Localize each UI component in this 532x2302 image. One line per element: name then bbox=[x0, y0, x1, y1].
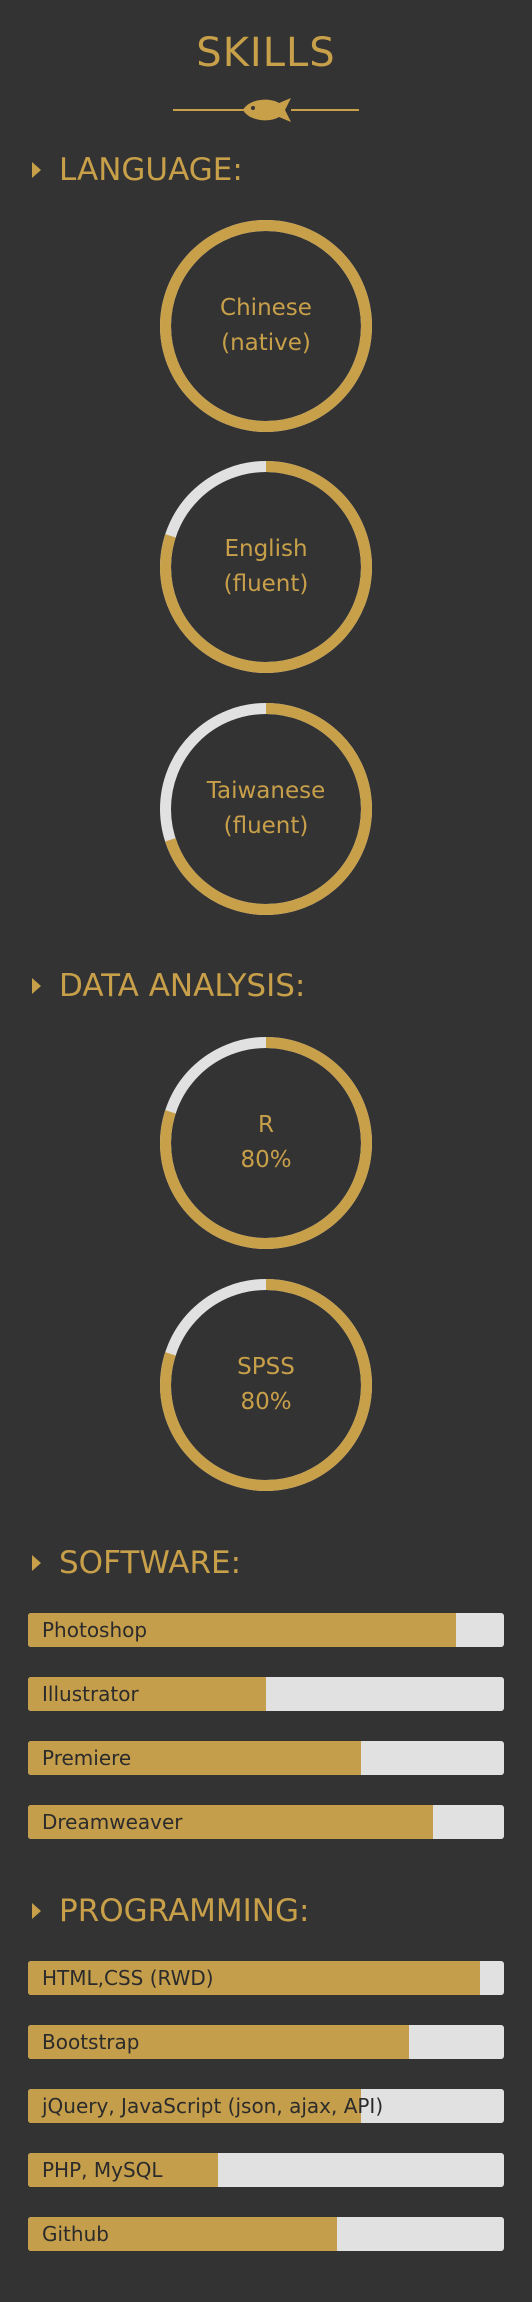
skill-bar-fill bbox=[28, 2217, 338, 2251]
skill-bar-html-css: HTML,CSS (RWD) bbox=[28, 1961, 504, 1995]
caret-right-icon bbox=[32, 162, 41, 178]
progress-ring-fill bbox=[160, 1037, 372, 1249]
skill-bar-fill bbox=[28, 2025, 409, 2059]
skill-bar-label: PHP, MySQL bbox=[42, 2158, 163, 2182]
skill-bar-jquery-javascript: jQuery, JavaScript (json, ajax, API) bbox=[28, 2089, 504, 2123]
skill-bar-fill bbox=[28, 1677, 266, 1711]
progress-ring-fill bbox=[160, 1279, 372, 1491]
section-heading-software-label: SOFTWARE: bbox=[59, 1545, 242, 1581]
section-heading-data-analysis: DATA ANALYSIS: bbox=[30, 966, 305, 1006]
skill-ring-label: Chinese bbox=[220, 295, 312, 321]
skill-ring-label: Taiwanese bbox=[206, 778, 326, 804]
skill-bar-illustrator: Illustrator bbox=[28, 1677, 504, 1711]
skill-bar-label: Illustrator bbox=[42, 1682, 139, 1706]
skill-bar-label: Premiere bbox=[42, 1746, 132, 1770]
skill-bar-fill bbox=[28, 1741, 362, 1775]
skill-ring-sublabel: (native) bbox=[221, 330, 311, 356]
section-heading-language-label: LANGUAGE: bbox=[59, 152, 243, 188]
skill-bar-label: HTML,CSS (RWD) bbox=[42, 1966, 214, 1990]
progress-ring bbox=[160, 1279, 372, 1491]
skill-ring-english: English (fluent) bbox=[160, 461, 372, 673]
skill-bar-fill bbox=[28, 2153, 219, 2187]
skill-bar-fill bbox=[28, 1613, 457, 1647]
skill-ring-sublabel: (fluent) bbox=[223, 813, 309, 839]
progress-ring-fill bbox=[160, 220, 372, 432]
progress-ring-fill bbox=[160, 703, 372, 915]
skill-bar-label: Github bbox=[42, 2222, 109, 2246]
caret-right-icon bbox=[32, 978, 41, 994]
skill-bar-fill bbox=[28, 1961, 481, 1995]
skill-bar-fill bbox=[28, 2089, 362, 2123]
caret-right-icon bbox=[32, 1555, 41, 1571]
skill-ring-sublabel: (fluent) bbox=[223, 571, 309, 597]
skill-bar-github: Github bbox=[28, 2217, 504, 2251]
section-heading-data-analysis-label: DATA ANALYSIS: bbox=[59, 968, 306, 1004]
skill-bar-dreamweaver: Dreamweaver bbox=[28, 1805, 504, 1839]
skill-ring-sublabel: 80% bbox=[240, 1389, 292, 1415]
progress-ring bbox=[160, 461, 372, 673]
progress-ring bbox=[160, 220, 372, 432]
skill-ring-label: R bbox=[258, 1112, 274, 1138]
skill-bar-fill bbox=[28, 1805, 433, 1839]
progress-ring-fill bbox=[160, 461, 372, 673]
skill-bar-label: Dreamweaver bbox=[42, 1810, 183, 1834]
skill-bar-photoshop: Photoshop bbox=[28, 1613, 504, 1647]
section-heading-software: SOFTWARE: bbox=[30, 1543, 241, 1583]
skill-bar-premiere: Premiere bbox=[28, 1741, 504, 1775]
skill-bar-label: Bootstrap bbox=[42, 2030, 140, 2054]
section-heading-programming: PROGRAMMING: bbox=[30, 1891, 309, 1931]
skill-ring-chinese: Chinese (native) bbox=[160, 220, 372, 432]
skill-bar-label: jQuery, JavaScript (json, ajax, API) bbox=[42, 2094, 384, 2118]
caret-right-icon bbox=[32, 1903, 41, 1919]
section-heading-programming-label: PROGRAMMING: bbox=[59, 1893, 310, 1929]
skill-ring-r: R 80% bbox=[160, 1037, 372, 1249]
skill-bar-php-mysql: PHP, MySQL bbox=[28, 2153, 504, 2187]
skill-ring-label: SPSS bbox=[237, 1354, 295, 1380]
skill-ring-label: English bbox=[224, 536, 308, 562]
page-title: SKILLS bbox=[196, 30, 336, 76]
skill-ring-taiwanese: Taiwanese (fluent) bbox=[160, 703, 372, 915]
skill-bar-bootstrap: Bootstrap bbox=[28, 2025, 504, 2059]
section-heading-language: LANGUAGE: bbox=[30, 150, 243, 190]
skill-bar-label: Photoshop bbox=[42, 1618, 148, 1642]
skill-ring-spss: SPSS 80% bbox=[160, 1279, 372, 1491]
progress-ring bbox=[160, 703, 372, 915]
skill-ring-sublabel: 80% bbox=[240, 1147, 292, 1173]
progress-ring bbox=[160, 1037, 372, 1249]
fish-divider-icon bbox=[173, 98, 359, 122]
